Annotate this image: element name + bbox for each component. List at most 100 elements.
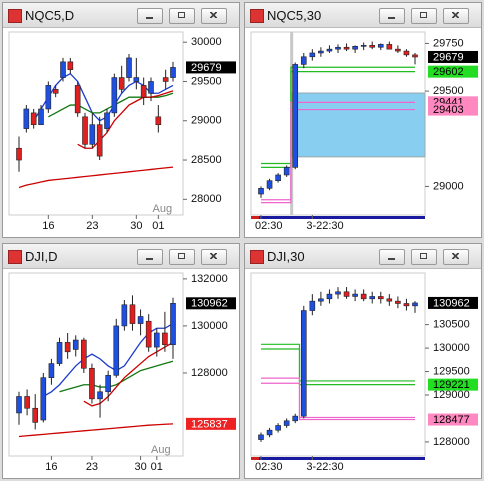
candle-body: [145, 320, 152, 348]
window-icon: [250, 9, 264, 23]
session-bar-mark: [251, 216, 259, 219]
candle-body: [309, 300, 316, 311]
candle-body: [23, 108, 30, 129]
y-tick-label: 29500: [433, 85, 464, 97]
y-tick-label: 130000: [433, 342, 470, 354]
close-button[interactable]: [443, 249, 469, 265]
candle-body: [412, 302, 418, 307]
plot-frame: [8, 31, 184, 216]
candle-body: [40, 377, 47, 421]
indicator-line: [59, 360, 174, 393]
minimize-button[interactable]: [137, 8, 163, 24]
price-label-box: [428, 65, 478, 78]
candle-body: [72, 339, 79, 350]
candle-body: [170, 302, 176, 346]
indicator-line: [18, 166, 174, 189]
window-icon: [250, 250, 264, 264]
candle-body: [162, 332, 168, 346]
minimize-button[interactable]: [137, 249, 163, 265]
maximize-button[interactable]: [411, 8, 437, 24]
candle-body: [412, 54, 418, 58]
chart-window: NQC5,D 30000 29500 29000 28500 28000 29679 16 23…: [2, 2, 240, 238]
candle-body: [266, 429, 273, 436]
maximize-button[interactable]: [169, 8, 195, 24]
title-bar: NQC5,D: [3, 3, 239, 28]
candle-body: [24, 396, 30, 409]
candle-body: [148, 81, 154, 94]
candle-body: [266, 180, 273, 189]
candle-body: [162, 77, 169, 82]
candle-body: [16, 396, 22, 414]
close-button[interactable]: [201, 249, 227, 265]
price-label-box: [428, 50, 478, 63]
y-tick-label: 132000: [191, 273, 228, 285]
candle-body: [74, 85, 81, 114]
y-tick-label: 129000: [433, 389, 470, 401]
title-bar: DJI,30: [245, 244, 481, 269]
candle-body: [335, 46, 341, 50]
indicator-line: [83, 341, 174, 407]
candle-body: [89, 367, 95, 400]
x-tick-label: 23: [86, 220, 98, 232]
candle-body: [369, 45, 376, 48]
window-title: DJI,30: [267, 249, 305, 264]
chart: 130500 130000 129500 129000 128000 130962 1292…: [250, 272, 478, 473]
candle-body: [352, 45, 358, 50]
candle-body: [292, 64, 299, 168]
candle-body: [105, 375, 111, 393]
indicator-line: [261, 343, 415, 382]
candle-body: [326, 48, 333, 52]
candle-body: [48, 363, 55, 378]
indicator-line: [261, 101, 415, 201]
maximize-button[interactable]: [169, 249, 195, 265]
indicator-line: [261, 377, 415, 419]
x-tick-label: 02:30: [255, 220, 283, 232]
candle-body: [81, 339, 87, 369]
candle-body: [360, 45, 367, 47]
maximize-button[interactable]: [411, 249, 437, 265]
candle-body: [258, 188, 264, 195]
y-tick-label: 29000: [433, 180, 464, 192]
indicator-line: [77, 90, 174, 149]
candle-body: [343, 46, 350, 50]
minimize-button[interactable]: [379, 249, 405, 265]
candle-body: [352, 293, 358, 297]
candle-body: [38, 108, 44, 125]
window-icon: [8, 250, 22, 264]
candle-body: [283, 420, 290, 426]
candle-body: [318, 50, 324, 54]
minimize-button[interactable]: [379, 8, 405, 24]
close-button[interactable]: [201, 8, 227, 24]
y-tick-label: 128000: [191, 367, 228, 379]
price-label: 130962: [433, 297, 470, 309]
chart-window: DJI,30 130500 130000 129500 129000 128000 1309…: [244, 243, 482, 479]
candle-body: [129, 304, 136, 324]
candle-body: [309, 52, 316, 58]
indicator-line: [261, 66, 415, 165]
candle-body: [369, 296, 376, 300]
close-button[interactable]: [443, 8, 469, 24]
x-tick-label: 30: [130, 220, 142, 232]
candle-body: [133, 77, 140, 82]
x-tick-label: 23: [86, 461, 98, 473]
y-tick-label: 29750: [433, 37, 464, 49]
zone: [291, 92, 426, 158]
candle-body: [67, 61, 74, 70]
indicator-line: [261, 382, 415, 421]
price-label: 125837: [191, 418, 228, 430]
chart-window: DJI,D 132000 130000 128000 130962 125837 16 23 3…: [2, 243, 240, 479]
candle-body: [275, 425, 281, 431]
x-tick-label: 02:30: [255, 461, 283, 473]
candle-body: [386, 298, 393, 302]
title-bar: DJI,D: [3, 244, 239, 269]
price-label-box: [428, 378, 478, 391]
candle-body: [89, 124, 96, 145]
candle-body: [275, 174, 281, 181]
candle-body: [45, 85, 52, 110]
candle-body: [300, 310, 307, 417]
y-tick-label: 29000: [191, 115, 222, 127]
candle-body: [377, 296, 384, 300]
candle-body: [377, 44, 384, 48]
y-tick-label: 29500: [191, 75, 222, 87]
